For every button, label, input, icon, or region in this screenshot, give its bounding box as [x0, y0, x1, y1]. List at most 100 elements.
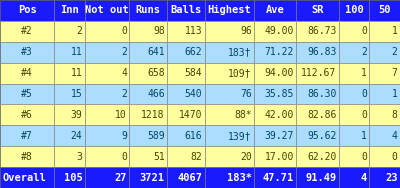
Bar: [54, 105, 85, 125]
Text: 96: 96: [240, 26, 252, 36]
Bar: [0, 21, 54, 42]
Bar: [167, 63, 205, 83]
Bar: [205, 146, 254, 167]
Bar: [370, 63, 400, 83]
Text: Pos: Pos: [18, 5, 36, 15]
Text: Runs: Runs: [136, 5, 161, 15]
Bar: [339, 63, 370, 83]
Bar: [130, 21, 167, 42]
Bar: [0, 63, 54, 83]
Text: 39: 39: [70, 110, 82, 120]
Bar: [0, 42, 54, 63]
Bar: [54, 125, 85, 146]
Bar: [205, 21, 254, 42]
Text: 49.00: 49.00: [265, 26, 294, 36]
Bar: [370, 146, 400, 167]
Text: Inn: Inn: [60, 5, 79, 15]
Bar: [296, 125, 339, 146]
Text: 94.00: 94.00: [265, 68, 294, 78]
Bar: [254, 21, 296, 42]
Text: 82: 82: [190, 152, 202, 162]
Text: 23: 23: [385, 173, 398, 183]
Text: 98: 98: [153, 26, 165, 36]
Text: 662: 662: [185, 47, 202, 57]
Text: 183†: 183†: [228, 47, 252, 57]
Bar: [130, 125, 167, 146]
Bar: [167, 167, 205, 188]
Bar: [130, 167, 167, 188]
Text: 35.85: 35.85: [265, 89, 294, 99]
Text: 11: 11: [70, 68, 82, 78]
Text: 27: 27: [114, 173, 127, 183]
Bar: [205, 83, 254, 105]
Text: 0: 0: [361, 110, 367, 120]
Bar: [254, 63, 296, 83]
Bar: [205, 63, 254, 83]
Bar: [167, 125, 205, 146]
Text: #7: #7: [21, 131, 33, 141]
Text: 105: 105: [64, 173, 82, 183]
Bar: [296, 0, 339, 21]
Text: 112.67: 112.67: [301, 68, 336, 78]
Bar: [0, 125, 54, 146]
Bar: [254, 167, 296, 188]
Bar: [370, 167, 400, 188]
Text: 0: 0: [121, 26, 127, 36]
Bar: [167, 0, 205, 21]
Text: 7: 7: [392, 68, 398, 78]
Text: 24: 24: [70, 131, 82, 141]
Bar: [130, 105, 167, 125]
Bar: [130, 0, 167, 21]
Text: #8: #8: [21, 152, 33, 162]
Bar: [205, 0, 254, 21]
Bar: [254, 42, 296, 63]
Bar: [370, 105, 400, 125]
Bar: [130, 146, 167, 167]
Bar: [54, 42, 85, 63]
Text: #4: #4: [21, 68, 33, 78]
Bar: [339, 83, 370, 105]
Text: Balls: Balls: [170, 5, 202, 15]
Text: 584: 584: [185, 68, 202, 78]
Bar: [130, 63, 167, 83]
Bar: [339, 42, 370, 63]
Text: 540: 540: [185, 89, 202, 99]
Text: 1: 1: [361, 68, 367, 78]
Bar: [254, 146, 296, 167]
Text: 183*: 183*: [227, 173, 252, 183]
Bar: [0, 0, 54, 21]
Text: 42.00: 42.00: [265, 110, 294, 120]
Text: 641: 641: [147, 47, 165, 57]
Bar: [0, 83, 54, 105]
Bar: [85, 0, 130, 21]
Bar: [205, 167, 254, 188]
Text: 1: 1: [392, 26, 398, 36]
Bar: [370, 83, 400, 105]
Bar: [370, 125, 400, 146]
Text: 589: 589: [147, 131, 165, 141]
Bar: [254, 0, 296, 21]
Text: 39.27: 39.27: [265, 131, 294, 141]
Text: 2: 2: [121, 89, 127, 99]
Text: 4: 4: [361, 173, 367, 183]
Text: 86.30: 86.30: [307, 89, 336, 99]
Text: 0: 0: [361, 26, 367, 36]
Text: 15: 15: [70, 89, 82, 99]
Text: SR: SR: [311, 5, 324, 15]
Text: 2: 2: [121, 47, 127, 57]
Text: 1470: 1470: [179, 110, 202, 120]
Text: 51: 51: [153, 152, 165, 162]
Text: 62.20: 62.20: [307, 152, 336, 162]
Text: #3: #3: [21, 47, 33, 57]
Bar: [85, 42, 130, 63]
Bar: [54, 167, 85, 188]
Bar: [254, 105, 296, 125]
Bar: [85, 146, 130, 167]
Text: 1: 1: [361, 131, 367, 141]
Text: 10: 10: [115, 110, 127, 120]
Bar: [54, 83, 85, 105]
Bar: [85, 63, 130, 83]
Text: 4: 4: [121, 68, 127, 78]
Bar: [296, 83, 339, 105]
Text: 8: 8: [392, 110, 398, 120]
